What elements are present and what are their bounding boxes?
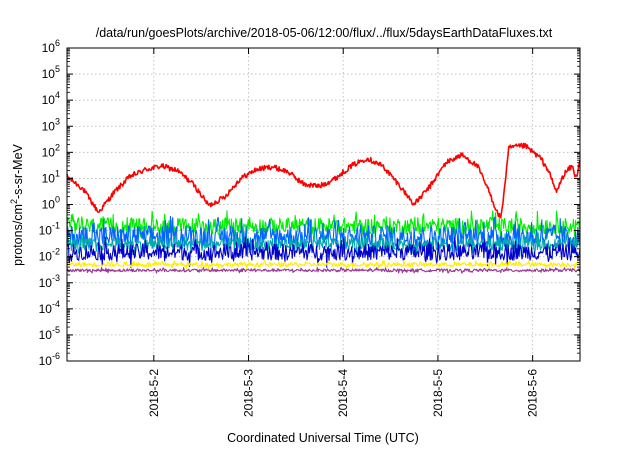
y-tick-label-exponent: 3 [55, 116, 60, 126]
y-tick-label: 101 [42, 168, 60, 185]
y-tick-label-exponent: -5 [52, 325, 60, 335]
y-axis-label-pre: protons/cm [11, 204, 25, 266]
y-axis-label-sup: 2 [9, 199, 19, 204]
y-tick-label-base: 10 [42, 171, 56, 185]
y-tick-label-exponent: -4 [52, 299, 60, 309]
y-tick-label: 100 [42, 195, 60, 212]
tick-layer [67, 47, 580, 362]
y-tick-label-exponent: 4 [55, 90, 60, 100]
y-tick-label-exponent: 6 [55, 38, 60, 48]
y-tick-label-base: 10 [42, 41, 56, 55]
y-tick-label: 10-5 [39, 325, 60, 342]
y-tick-label-base: 10 [39, 276, 53, 290]
y-tick-label-base: 10 [39, 354, 53, 368]
y-axis-label: protons/cm2-s-sr-MeV [9, 143, 25, 265]
y-tick-label-exponent: -2 [52, 247, 60, 257]
series-line-3 [66, 215, 581, 257]
y-tick-label-exponent: -6 [52, 351, 60, 361]
y-tick-label-base: 10 [42, 198, 56, 212]
y-tick-label-base: 10 [39, 302, 53, 316]
y-tick-label-base: 10 [42, 67, 56, 81]
y-tick-label: 10-3 [39, 273, 60, 290]
y-tick-label-exponent: -3 [52, 273, 60, 283]
y-tick-label-base: 10 [42, 145, 56, 159]
y-tick-label: 102 [42, 142, 60, 159]
y-tick-label: 10-6 [39, 351, 60, 368]
y-tick-label-base: 10 [42, 93, 56, 107]
y-tick-label-base: 10 [39, 328, 53, 342]
x-tick-label: 2018-5-3 [242, 369, 256, 417]
y-tick-label-base: 10 [39, 250, 53, 264]
series-line-5 [66, 236, 581, 268]
chart-title: /data/run/goesPlots/archive/2018-05-06/1… [96, 26, 553, 40]
x-tick-label: 2018-5-6 [526, 369, 540, 417]
y-tick-label: 104 [42, 90, 60, 107]
y-tick-label-exponent: 5 [55, 64, 60, 74]
x-tick-label: 2018-5-5 [431, 369, 445, 417]
y-tick-label: 10-2 [39, 247, 60, 264]
x-tick-label: 2018-5-2 [147, 369, 161, 417]
y-axis-label-post: -s-sr-MeV [11, 143, 25, 199]
series-line-6 [66, 259, 581, 270]
x-axis-label: Coordinated Universal Time (UTC) [227, 431, 419, 445]
y-tick-label: 10-1 [39, 221, 60, 238]
y-tick-label: 105 [42, 64, 60, 81]
series-layer [66, 142, 581, 274]
y-tick-label: 106 [42, 38, 60, 55]
label-layer: 10-610-510-410-310-210-11001011021031041… [39, 38, 540, 417]
x-tick-label: 2018-5-4 [336, 369, 350, 417]
y-tick-label-exponent: 0 [55, 195, 60, 205]
y-tick-label-exponent: 1 [55, 168, 60, 178]
series-line-7 [66, 267, 581, 274]
y-tick-label: 10-4 [39, 299, 60, 316]
y-tick-label-exponent: 2 [55, 142, 60, 152]
series-line-1 [66, 142, 581, 219]
y-tick-label-exponent: -1 [52, 221, 60, 231]
y-tick-label: 103 [42, 116, 60, 133]
y-tick-label-base: 10 [42, 119, 56, 133]
y-tick-label-base: 10 [39, 224, 53, 238]
